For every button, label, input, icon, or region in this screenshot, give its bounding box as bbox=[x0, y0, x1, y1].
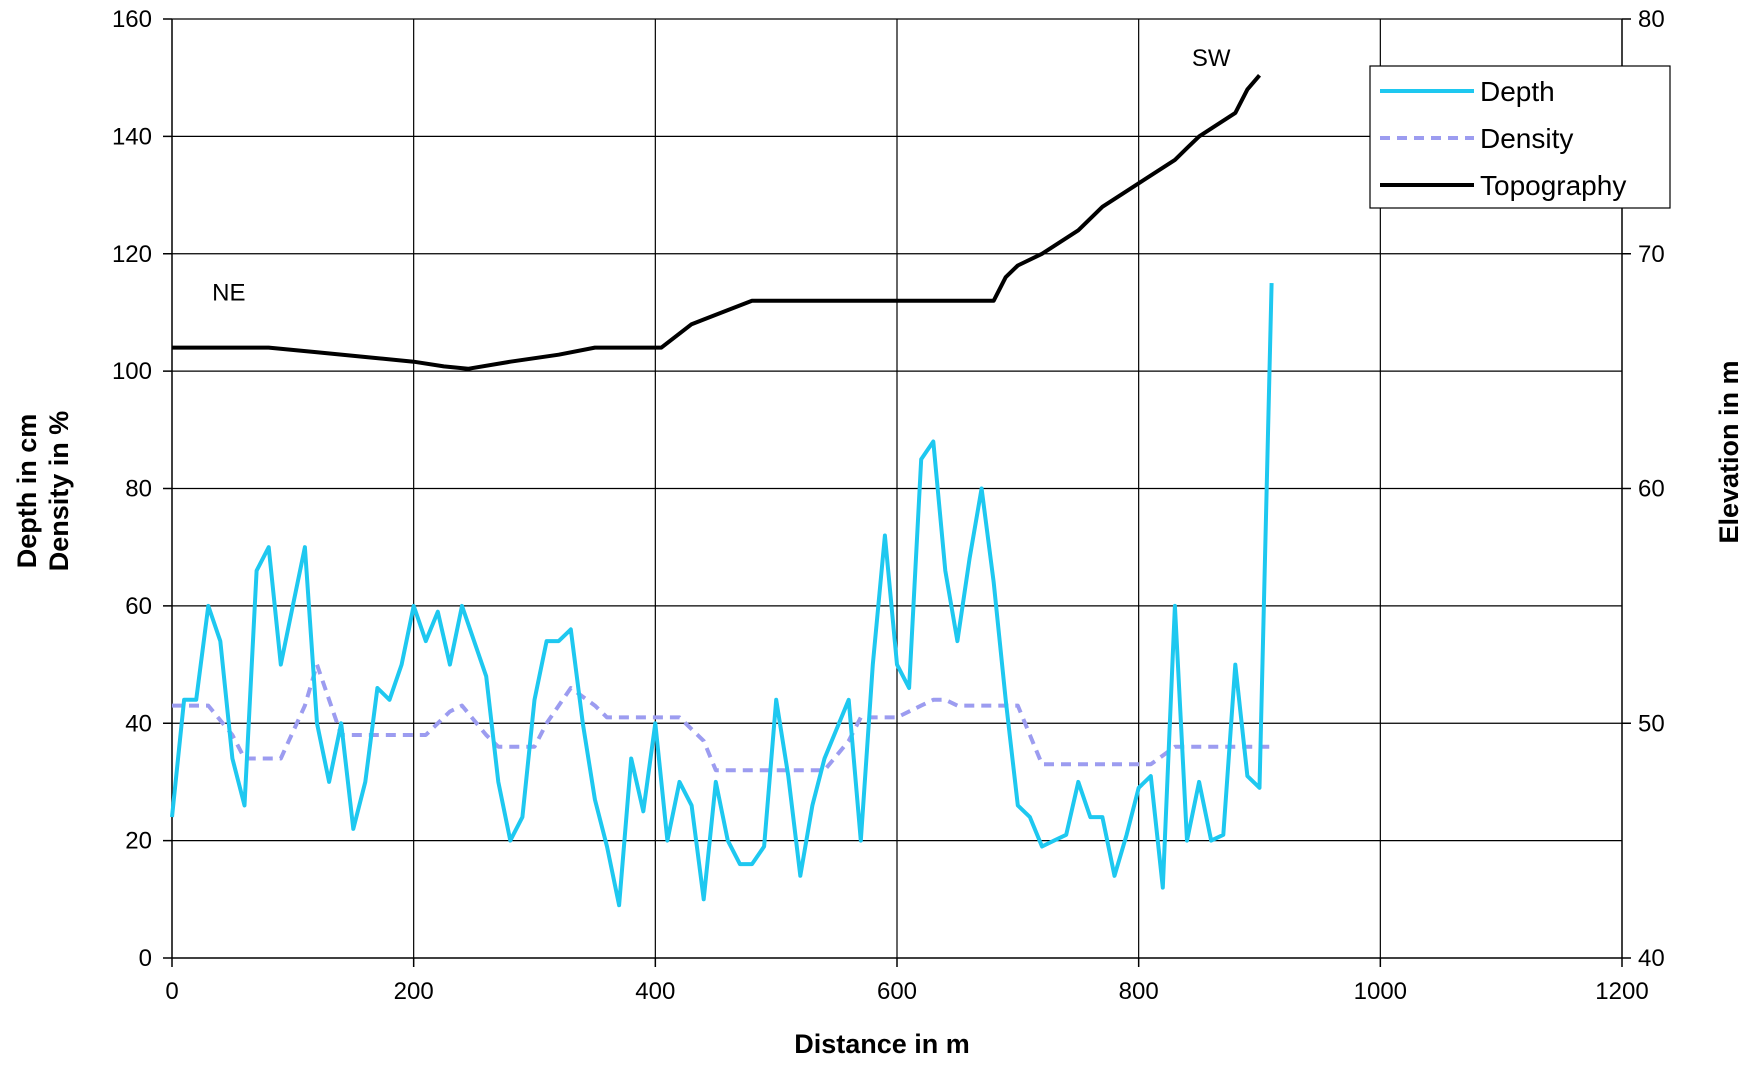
axes-layer: 0 200 400 600 800 1000 1200 0 20 40 60 80 100 120 140 1… bbox=[112, 6, 1665, 1005]
y-left-tick-label: 20 bbox=[125, 828, 152, 855]
y-right-axis-title: Elevation in m bbox=[1714, 360, 1744, 543]
y-left-tick-label: 160 bbox=[112, 6, 152, 33]
x-tick-label: 1200 bbox=[1595, 978, 1648, 1005]
series-line-depth bbox=[170, 283, 1274, 908]
y-right-tick-label: 70 bbox=[1638, 241, 1665, 268]
x-tick-label: 200 bbox=[394, 978, 434, 1005]
x-tick-label: 1000 bbox=[1354, 978, 1407, 1005]
y-right-tick-label: 40 bbox=[1638, 945, 1665, 972]
y-right-tick-label: 80 bbox=[1638, 6, 1665, 33]
y-right-tick-label: 60 bbox=[1638, 476, 1665, 503]
grid-lines bbox=[172, 19, 1622, 958]
series-line-topography bbox=[172, 73, 1262, 371]
y-left-axis-title-line2: Density in % bbox=[44, 411, 74, 572]
series-line-density bbox=[172, 662, 1272, 773]
legend-label-density: Density bbox=[1480, 123, 1573, 154]
legend-label-topography: Topography bbox=[1480, 170, 1626, 201]
y-left-axis-title-line1: Depth in cm bbox=[12, 414, 42, 569]
x-tick-label: 0 bbox=[165, 978, 178, 1005]
legend: Depth Density Topography bbox=[1369, 65, 1671, 209]
annotation-ne: NE bbox=[212, 280, 245, 307]
x-axis-title: Distance in m bbox=[794, 1029, 970, 1059]
annotation-sw: SW bbox=[1192, 45, 1231, 72]
series-layer bbox=[170, 73, 1274, 908]
x-tick-label: 400 bbox=[635, 978, 675, 1005]
y-left-tick-label: 80 bbox=[125, 476, 152, 503]
y-left-tick-label: 140 bbox=[112, 123, 152, 150]
y-right-tick-label: 50 bbox=[1638, 710, 1665, 737]
y-left-tick-label: 100 bbox=[112, 358, 152, 385]
annotation-layer: NE SW bbox=[212, 45, 1231, 307]
legend-label-depth: Depth bbox=[1480, 76, 1555, 107]
x-tick-label: 800 bbox=[1119, 978, 1159, 1005]
y-left-tick-label: 60 bbox=[125, 593, 152, 620]
y-left-tick-label: 0 bbox=[139, 945, 152, 972]
y-left-tick-label: 120 bbox=[112, 241, 152, 268]
x-tick-label: 600 bbox=[877, 978, 917, 1005]
y-left-tick-label: 40 bbox=[125, 710, 152, 737]
